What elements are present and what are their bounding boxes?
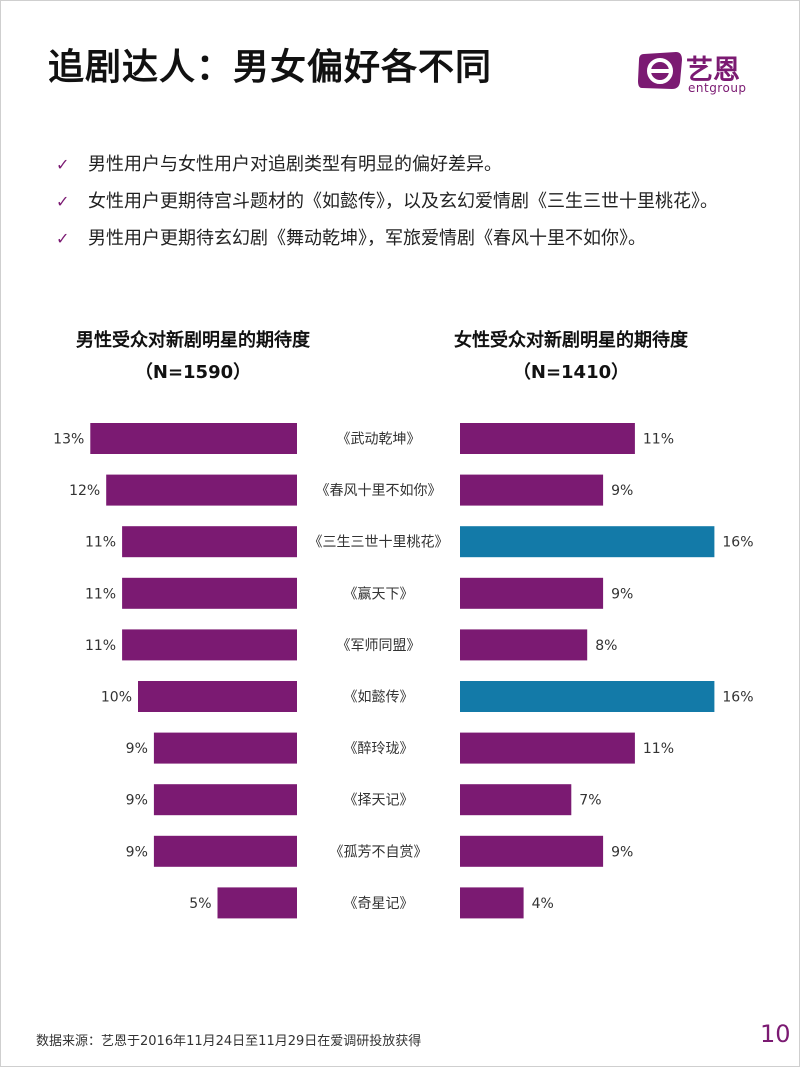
female-value-label: 16% [722, 690, 753, 706]
female-value-label: 7% [579, 793, 601, 809]
entgroup-logo: 艺恩 entgroup [636, 48, 766, 98]
male-bar [153, 732, 297, 764]
page-title: 追剧达人：男女偏好各不同 [48, 47, 493, 88]
male-value-label: 12% [69, 483, 100, 499]
female-value-label: 16% [722, 535, 753, 551]
category-label: 《孤芳不自赏》 [330, 843, 428, 860]
male-value-label: 5% [189, 896, 211, 912]
bullet-item: ✓ 男性用户更期待玄幻剧《舞动乾坤》，军旅爱情剧《春风十里不如你》。 [56, 224, 718, 261]
female-bar [460, 577, 604, 609]
check-icon: ✓ [56, 155, 70, 174]
page-number: 10 [760, 1020, 791, 1048]
male-chart-subtitle: （N=1590） [134, 362, 252, 383]
bullet-item: ✓ 女性用户更期待宫斗题材的《如懿传》，以及玄幻爱情剧《三生三世十里桃花》。 [56, 187, 718, 224]
male-bar [217, 887, 297, 919]
female-value-label: 9% [611, 483, 633, 499]
male-bar [106, 474, 297, 506]
male-bar [138, 681, 297, 712]
female-bar [460, 423, 635, 454]
female-chart-title-text: 女性受众对新剧明星的期待度 [454, 330, 688, 351]
check-icon: ✓ [56, 229, 70, 248]
female-value-label: 8% [595, 638, 617, 654]
male-value-label: 11% [85, 638, 116, 654]
male-chart-title-text: 男性受众对新剧明星的期待度 [76, 330, 310, 351]
male-bar [90, 423, 297, 454]
category-label: 《如懿传》 [344, 690, 414, 706]
category-label: 《择天记》 [344, 793, 414, 809]
female-bar [460, 681, 715, 712]
female-chart-subtitle: （N=1410） [512, 362, 630, 383]
female-value-label: 4% [532, 896, 554, 912]
bullet-text: 男性用户与女性用户对追剧类型有明显的偏好差异。 [88, 154, 502, 175]
male-value-label: 9% [126, 741, 148, 757]
female-bar [460, 526, 715, 558]
category-label: 《奇星记》 [344, 895, 414, 912]
bullet-text: 男性用户更期待玄幻剧《舞动乾坤》，军旅爱情剧《春风十里不如你》。 [88, 228, 646, 249]
male-value-label: 13% [53, 432, 84, 448]
female-bar [460, 887, 524, 919]
male-value-label: 11% [85, 586, 116, 602]
category-label: 《赢天下》 [344, 585, 414, 602]
female-value-label: 9% [611, 586, 633, 602]
female-bar [460, 784, 572, 816]
female-bar [460, 474, 604, 506]
category-label: 《春风十里不如你》 [316, 483, 442, 499]
female-value-label: 11% [643, 741, 674, 757]
female-value-label: 9% [611, 844, 633, 860]
male-value-label: 10% [101, 690, 132, 706]
bullet-list: ✓ 男性用户与女性用户对追剧类型有明显的偏好差异。 ✓ 女性用户更期待宫斗题材的《如… [56, 150, 718, 261]
male-bar [122, 526, 297, 558]
logo-name: 艺恩 [686, 55, 740, 86]
male-bar [122, 577, 297, 609]
bullet-item: ✓ 男性用户与女性用户对追剧类型有明显的偏好差异。 [56, 150, 718, 187]
female-chart-title: 女性受众对新剧明星的期待度 （N=1410） [406, 325, 736, 389]
male-bar [153, 784, 297, 816]
logo-subtitle: entgroup [688, 81, 747, 95]
female-bar [460, 732, 635, 764]
check-icon: ✓ [56, 192, 70, 211]
female-bar [460, 629, 588, 661]
category-label: 《醉玲珑》 [344, 741, 414, 757]
male-value-label: 9% [126, 844, 148, 860]
female-bar [460, 835, 604, 867]
male-value-label: 11% [85, 535, 116, 551]
female-value-label: 11% [643, 432, 674, 448]
category-label: 《武动乾坤》 [337, 432, 421, 448]
male-value-label: 9% [126, 793, 148, 809]
entgroup-logo-mark-icon [638, 52, 682, 89]
male-bar [122, 629, 297, 661]
male-bar [153, 835, 297, 867]
bullet-text: 女性用户更期待宫斗题材的《如懿传》，以及玄幻爱情剧《三生三世十里桃花》。 [88, 191, 718, 212]
male-chart-title: 男性受众对新剧明星的期待度 （N=1590） [28, 325, 358, 389]
category-label: 《军师同盟》 [337, 638, 421, 654]
category-label: 《三生三世十里桃花》 [309, 535, 449, 551]
data-source: 数据来源：艺恩于2016年11月24日至11月29日在爱调研投放获得 [36, 1034, 422, 1049]
